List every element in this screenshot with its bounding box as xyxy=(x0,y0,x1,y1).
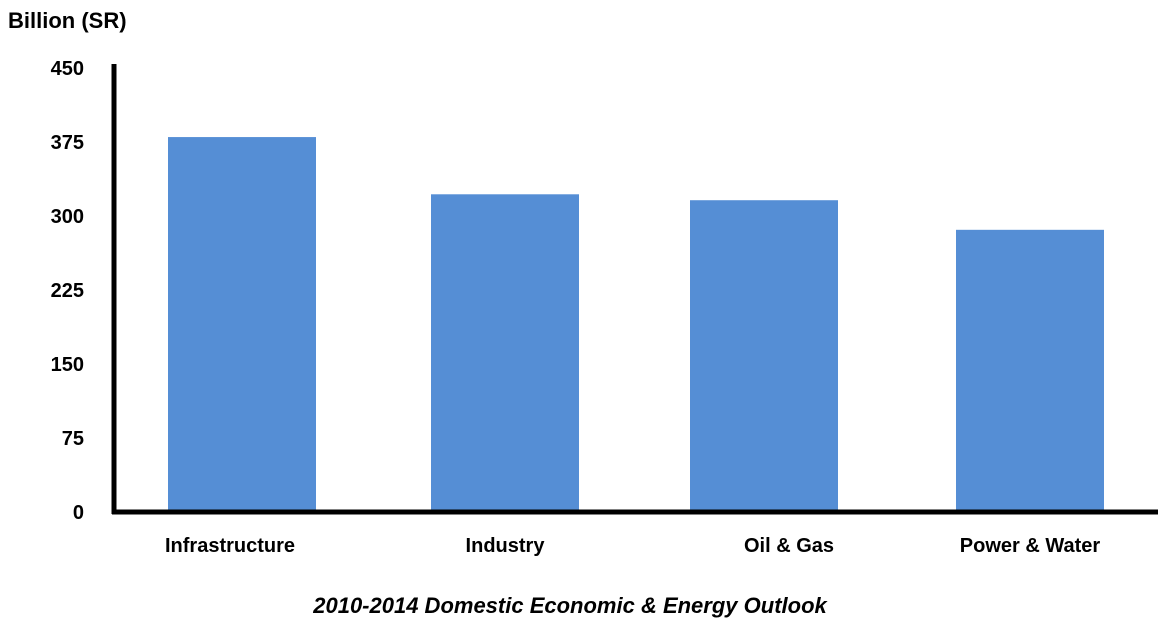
y-tick-label: 300 xyxy=(51,206,84,228)
y-tick-label: 450 xyxy=(51,58,84,80)
y-tick-label: 150 xyxy=(51,354,84,376)
bar xyxy=(431,194,579,512)
chart-caption: 2010-2014 Domestic Economic & Energy Out… xyxy=(312,593,828,618)
y-tick-label: 0 xyxy=(73,502,84,524)
y-tick-label: 375 xyxy=(51,132,84,154)
y-tick-label: 75 xyxy=(62,428,84,450)
bar xyxy=(690,200,838,513)
x-category-label: Industry xyxy=(466,535,546,557)
x-category-label: Power & Water xyxy=(960,535,1101,557)
y-tick-label: 225 xyxy=(51,280,84,302)
x-category-labels: Infrastructure Industry Oil & Gas Power & W… xyxy=(165,535,1100,557)
bar xyxy=(956,229,1104,512)
x-category-label: Infrastructure xyxy=(165,535,295,557)
bar xyxy=(168,137,316,513)
y-axis-label: Billion (SR) xyxy=(8,8,127,33)
x-category-label: Oil & Gas xyxy=(744,535,834,557)
y-tick-labels: 0 75 150 225 300 375 450 xyxy=(51,58,84,524)
bars xyxy=(168,137,1104,513)
